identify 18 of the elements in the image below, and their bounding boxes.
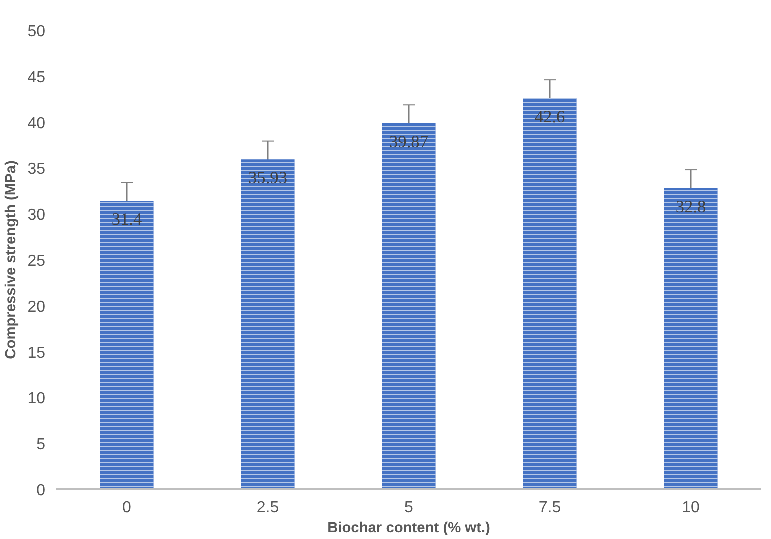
y-axis-title: Compressive strength (MPa) (4, 160, 20, 360)
x-tick-label: 7.5 (538, 500, 562, 516)
x-tick-label: 5 (404, 500, 414, 516)
y-tick-label: 45 (28, 69, 46, 86)
y-tick-label: 30 (28, 207, 46, 224)
x-tick-label: 0 (122, 500, 132, 516)
y-tick-label: 0 (36, 482, 46, 500)
y-tick-label: 5 (36, 436, 46, 454)
y-tick-label: 25 (28, 253, 46, 270)
x-axis-title: Biochar content (% wt.) (328, 520, 491, 536)
y-tick-label: 20 (28, 298, 46, 316)
x-tick-label: 2.5 (256, 500, 280, 516)
y-tick-label: 40 (28, 115, 46, 132)
x-tick-label: 10 (682, 500, 700, 516)
y-tick-label: 35 (28, 161, 46, 178)
y-tick-label: 50 (28, 24, 46, 40)
y-tick-label: 10 (28, 390, 46, 408)
y-tick-label: 15 (28, 344, 46, 362)
